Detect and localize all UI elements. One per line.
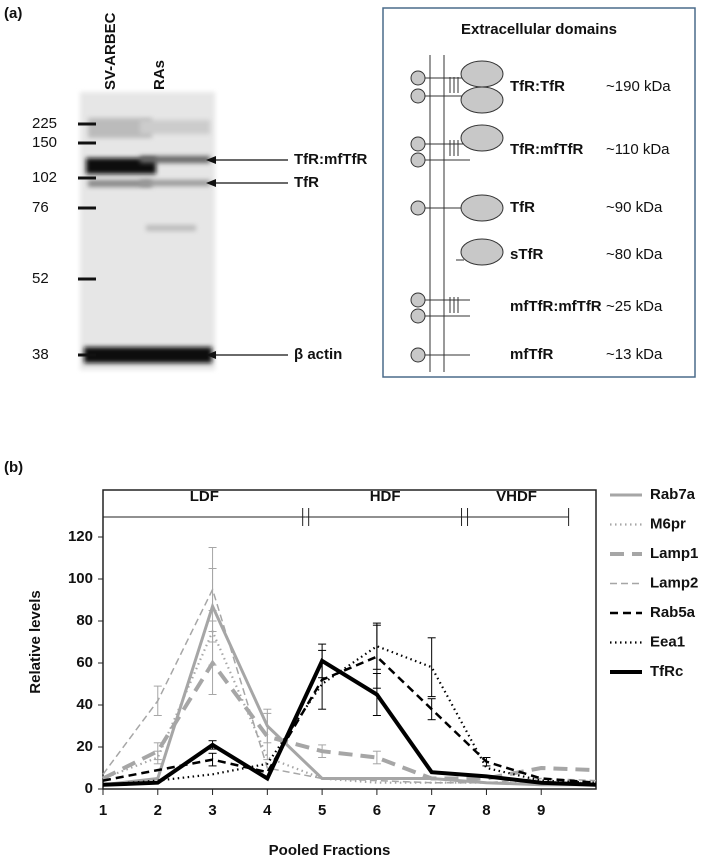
domain-circle [410,88,426,104]
error-bar [372,750,381,765]
error-bar [208,740,217,750]
domain-ellipse [460,124,504,152]
error-bar [372,673,381,716]
y-tick-label: 120 [68,528,93,545]
x-tick-label: 4 [263,802,272,819]
x-tick-label: 8 [482,802,490,819]
domain-circle [410,70,426,86]
band-label: TfR [294,174,319,191]
domain-circle [410,292,426,308]
error-bar [318,643,327,679]
marker-label: 38 [32,346,49,363]
domain-label: TfR [510,199,535,216]
legend-label: M6pr [650,515,686,532]
legend-label: Rab5a [650,604,696,621]
domain-circle [410,200,426,216]
lane-label: RAs [151,60,168,90]
x-tick-label: 3 [208,802,216,819]
domain-label: TfR:TfR [510,78,565,95]
series-line [102,658,597,787]
domain-size: ~25 kDa [606,298,663,315]
error-bar [427,698,436,721]
domain-size: ~13 kDa [606,346,663,363]
error-bar [427,637,436,698]
domain-circle [410,347,426,363]
blot [80,92,215,370]
domain-size: ~80 kDa [606,246,663,263]
diagram-frame [382,7,696,378]
x-tick-label: 5 [318,802,326,819]
series-line [102,644,597,786]
error-bar [208,631,217,695]
x-tick-label: 6 [373,802,381,819]
region-label: HDF [370,488,401,505]
band-label: β actin [294,346,342,363]
legend-label: Eea1 [650,633,685,650]
domain-size: ~190 kDa [606,78,671,95]
domain-circle [410,308,426,324]
y-tick-label: 100 [68,570,93,587]
domain-label: sTfR [510,246,544,263]
panel-label: (a) [4,5,22,22]
domain-ellipse [460,86,504,114]
legend-label: Lamp2 [650,574,698,591]
domain-label: TfR:mfTfR [510,141,583,158]
y-tick-label: 20 [76,738,93,755]
lane-label: SV-ARBEC [102,12,119,90]
legend-label: Lamp1 [650,545,698,562]
x-tick-label: 1 [99,802,107,819]
error-bar [153,742,162,761]
domain-circle [410,136,426,152]
marker-label: 102 [32,169,57,186]
y-tick-label: 40 [76,696,93,713]
x-tick-label: 2 [154,802,162,819]
domain-ellipse [460,194,504,222]
series-line [102,628,596,784]
error-bar [208,568,217,611]
arrow-head [206,179,216,187]
y-axis-label: Relative levels [27,590,44,693]
domain-circle [410,152,426,168]
x-axis-label: Pooled Fractions [269,842,391,859]
domain-label: mfTfR:mfTfR [510,298,602,315]
band-label: TfR:mfTfR [294,151,367,168]
series-line [102,602,596,787]
legend-label: Rab7a [650,486,696,503]
series-line [102,659,597,781]
legend-label: TfRc [650,663,683,680]
marker-label: 52 [32,270,49,287]
x-tick-label: 7 [427,802,435,819]
domain-size: ~110 kDa [606,141,670,158]
plot-frame [102,489,597,790]
y-tick-label: 80 [76,612,93,629]
diagram-title: Extracellular domains [461,21,617,38]
domain-ellipse [460,238,504,266]
marker-label: 76 [32,199,49,216]
y-tick-label: 60 [76,654,93,671]
marker-label: 225 [32,115,57,132]
error-bar [208,752,217,767]
x-tick-label: 9 [537,802,545,819]
error-bar [153,685,162,716]
region-label: LDF [190,488,219,505]
y-tick-label: 0 [85,780,93,797]
arrow-head [206,156,216,164]
marker-label: 150 [32,134,57,151]
panel-label: (b) [4,459,23,476]
domain-size: ~90 kDa [606,199,663,216]
error-bar [372,622,381,670]
error-bar [318,744,327,758]
arrow-head [206,351,216,359]
domain-label: mfTfR [510,346,553,363]
domain-ellipse [460,60,504,88]
region-label: VHDF [496,488,537,505]
